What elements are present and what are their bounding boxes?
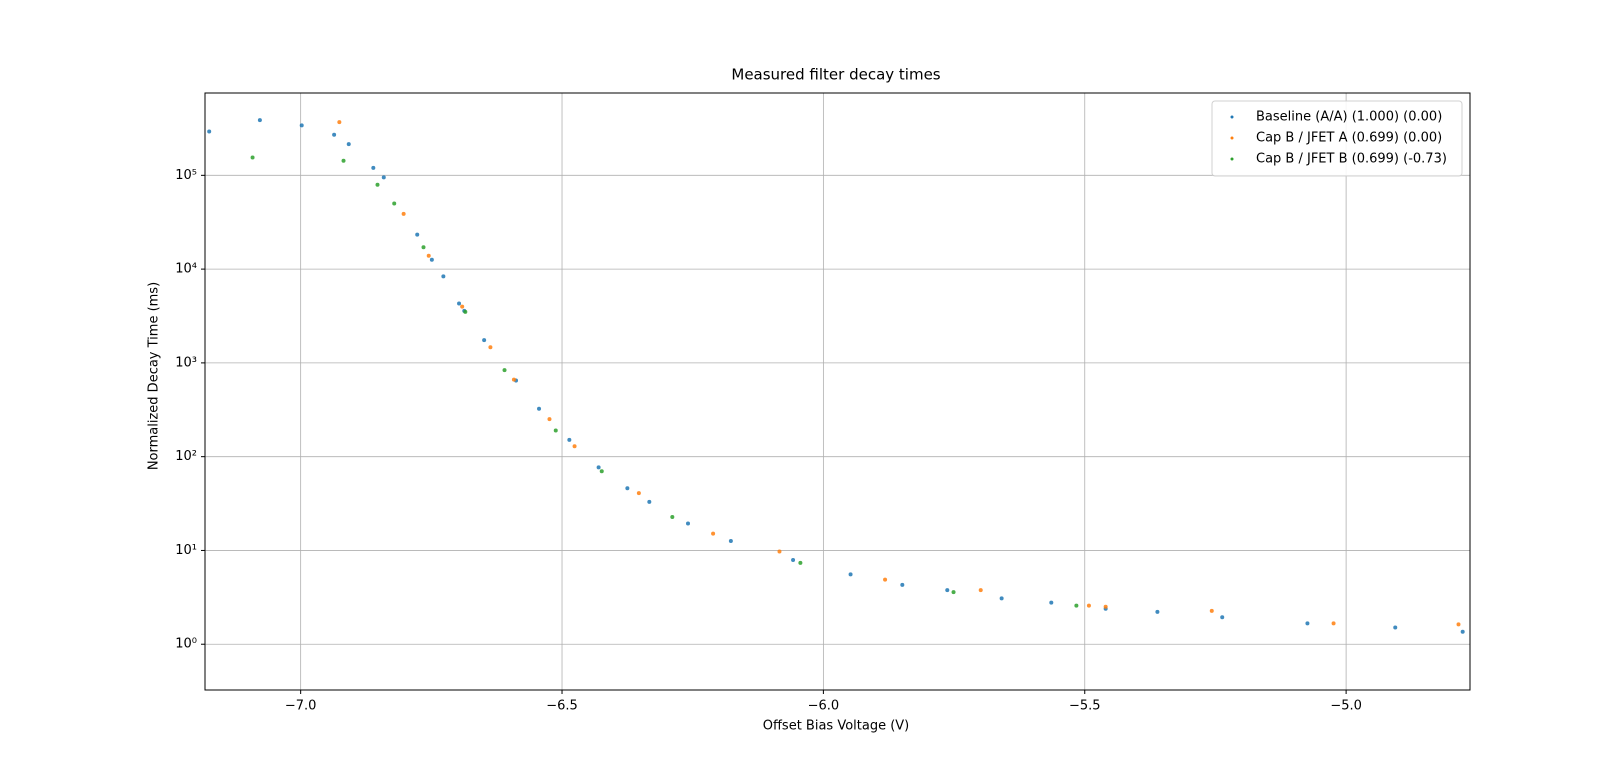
point — [460, 304, 465, 309]
point — [1456, 622, 1461, 627]
y-axis-label: Normalized Decay Time (ms) — [147, 282, 162, 470]
point — [999, 596, 1004, 601]
x-tick-label: −5.0 — [1330, 699, 1362, 714]
point — [1305, 621, 1310, 626]
point — [401, 211, 406, 216]
point — [647, 499, 652, 504]
point — [547, 417, 552, 422]
point — [511, 377, 516, 382]
point — [537, 406, 542, 411]
point — [1049, 600, 1054, 605]
point — [599, 469, 604, 474]
point — [371, 165, 376, 170]
legend-label: Cap B / JFET A (0.699) (0.00) — [1256, 131, 1442, 146]
point — [441, 274, 446, 279]
point — [502, 368, 507, 373]
point — [1103, 604, 1108, 609]
point — [482, 338, 487, 343]
point — [299, 123, 304, 128]
point — [553, 428, 558, 433]
point — [711, 531, 716, 536]
point — [798, 560, 803, 565]
point — [415, 232, 420, 237]
point — [670, 515, 675, 520]
chart-title: Measured filter decay times — [731, 66, 940, 84]
point — [1155, 609, 1160, 614]
y-tick-label: 10⁴ — [175, 262, 197, 277]
x-tick-label: −6.0 — [808, 699, 840, 714]
point — [429, 257, 434, 262]
point — [572, 444, 577, 449]
x-tick-label: −6.5 — [546, 699, 578, 714]
point — [1074, 603, 1079, 608]
point — [457, 301, 462, 306]
legend-label: Cap B / JFET B (0.699) (-0.73) — [1256, 152, 1447, 167]
legend-marker — [1230, 157, 1234, 161]
point — [257, 118, 262, 123]
point — [1086, 603, 1091, 608]
point — [728, 539, 733, 544]
point — [337, 120, 342, 125]
point — [392, 201, 397, 206]
point — [686, 521, 690, 526]
point — [625, 486, 630, 491]
x-tick-label: −7.0 — [285, 699, 317, 714]
point — [636, 491, 641, 496]
point — [375, 182, 380, 187]
point — [1393, 625, 1398, 630]
point — [1209, 608, 1214, 613]
x-tick-label: −5.5 — [1069, 699, 1101, 714]
y-tick-label: 10¹ — [175, 543, 197, 558]
point — [332, 132, 337, 137]
legend-marker — [1230, 136, 1234, 140]
point — [1460, 629, 1465, 634]
point — [250, 155, 255, 160]
legend-marker — [1230, 115, 1234, 119]
point — [978, 588, 983, 593]
point — [596, 465, 601, 470]
plot-frame — [204, 92, 1471, 691]
point — [777, 549, 782, 554]
legend-box — [1211, 100, 1463, 177]
point — [381, 175, 386, 180]
point — [463, 309, 468, 314]
point — [207, 129, 212, 134]
point — [883, 577, 888, 582]
point — [791, 558, 796, 563]
point — [341, 158, 346, 163]
point — [1331, 621, 1336, 626]
x-axis-label: Offset Bias Voltage (V) — [763, 719, 910, 734]
point — [1220, 615, 1225, 620]
y-tick-label: 10⁰ — [175, 637, 197, 652]
point — [848, 572, 853, 577]
point — [346, 142, 351, 147]
y-tick-label: 10² — [175, 449, 197, 464]
point — [945, 588, 950, 593]
point — [426, 253, 431, 258]
point — [900, 582, 905, 587]
point — [488, 345, 493, 350]
legend: Baseline (A/A) (1.000) (0.00) Cap B / JFE… — [1211, 100, 1463, 177]
legend-label: Baseline (A/A) (1.000) (0.00) — [1256, 110, 1442, 125]
point — [421, 245, 426, 250]
point — [567, 437, 572, 442]
y-tick-label: 10³ — [175, 355, 197, 370]
point — [951, 590, 956, 595]
y-tick-label: 10⁵ — [175, 168, 197, 183]
